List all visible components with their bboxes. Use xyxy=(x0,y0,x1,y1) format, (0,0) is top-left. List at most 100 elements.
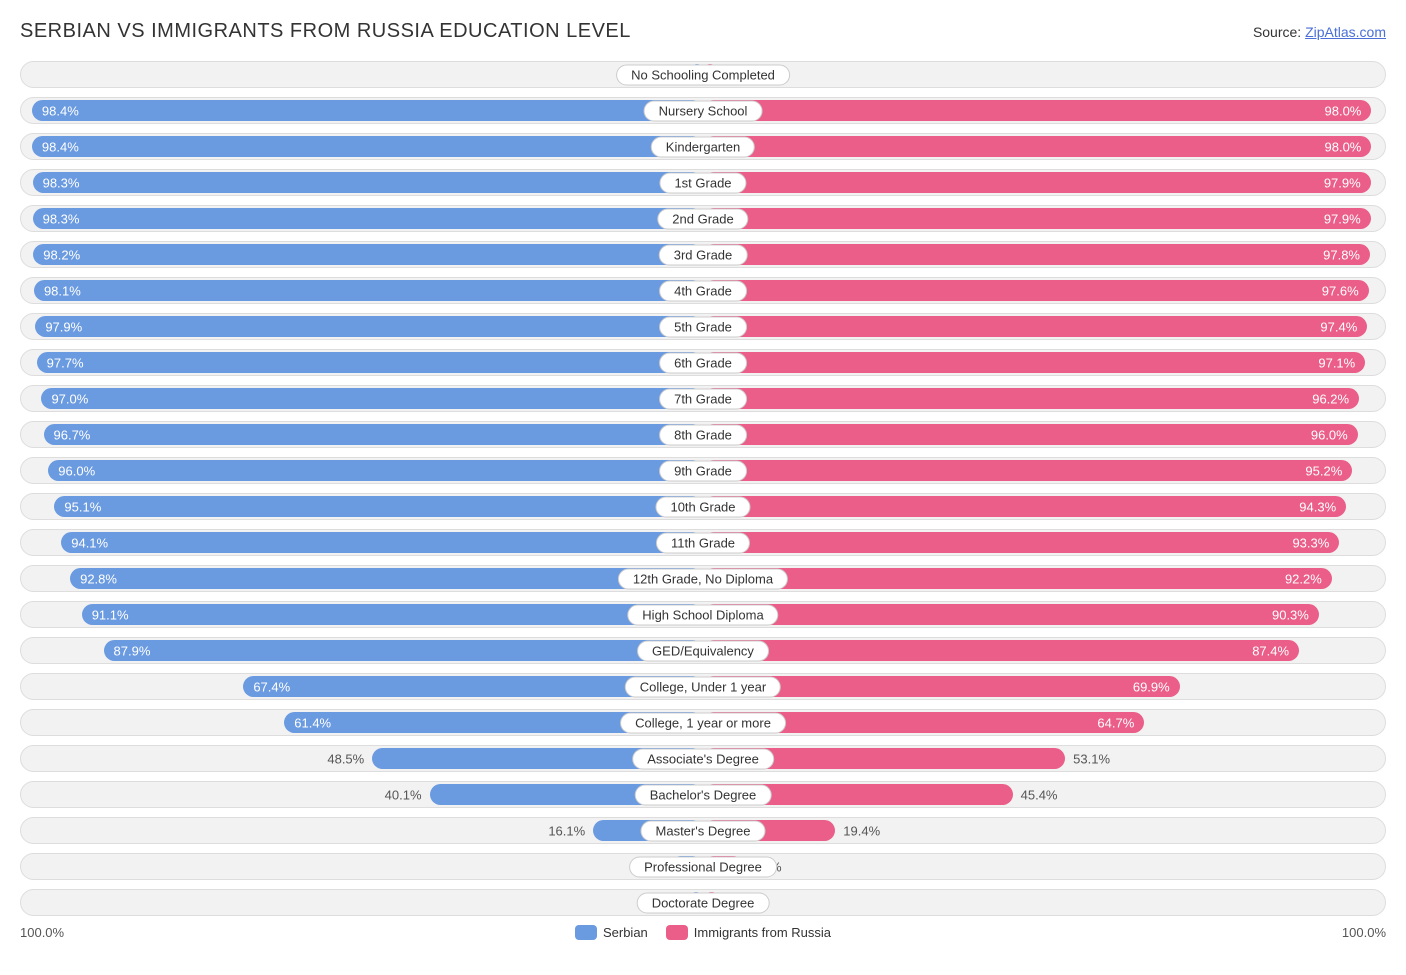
legend-item-left: Serbian xyxy=(575,925,648,940)
bar-right xyxy=(703,604,1319,625)
category-label: 12th Grade, No Diploma xyxy=(618,568,788,589)
category-label: 11th Grade xyxy=(656,532,750,553)
bar-left xyxy=(104,640,703,661)
category-label: 2nd Grade xyxy=(657,208,748,229)
category-label: High School Diploma xyxy=(627,604,778,625)
bar-right xyxy=(703,352,1365,373)
bar-right xyxy=(703,460,1352,481)
value-right: 93.3% xyxy=(1292,535,1329,550)
axis-max-right: 100.0% xyxy=(1342,925,1386,940)
bar-row: 97.0% 96.2% 7th Grade xyxy=(20,385,1386,412)
value-left: 16.1% xyxy=(548,823,585,838)
bar-left xyxy=(48,460,703,481)
value-right: 97.9% xyxy=(1324,175,1361,190)
category-label: College, Under 1 year xyxy=(625,676,781,697)
bar-right xyxy=(703,640,1299,661)
bar-right xyxy=(703,388,1359,409)
bar-right xyxy=(703,424,1358,445)
bar-right xyxy=(703,136,1371,157)
bar-left xyxy=(35,316,703,337)
value-right: 97.9% xyxy=(1324,211,1361,226)
bar-row: 67.4% 69.9% College, Under 1 year xyxy=(20,673,1386,700)
source-attribution: Source: ZipAtlas.com xyxy=(1253,24,1386,40)
bar-row: 2.0%2.5%Doctorate Degree xyxy=(20,889,1386,916)
value-right: 53.1% xyxy=(1073,751,1110,766)
value-left: 96.0% xyxy=(58,463,95,478)
bar-right xyxy=(703,244,1370,265)
value-right: 97.6% xyxy=(1322,283,1359,298)
category-label: 1st Grade xyxy=(659,172,746,193)
chart-header: SERBIAN VS IMMIGRANTS FROM RUSSIA EDUCAT… xyxy=(20,20,1386,43)
category-label: 3rd Grade xyxy=(659,244,748,265)
value-left: 91.1% xyxy=(92,607,129,622)
value-left: 95.1% xyxy=(64,499,101,514)
category-label: 4th Grade xyxy=(659,280,747,301)
value-left: 97.0% xyxy=(51,391,88,406)
value-left: 96.7% xyxy=(54,427,91,442)
category-label: Kindergarten xyxy=(651,136,755,157)
value-left: 94.1% xyxy=(71,535,108,550)
value-right: 69.9% xyxy=(1133,679,1170,694)
category-label: No Schooling Completed xyxy=(616,64,790,85)
bar-row: 98.4%98.0%Nursery School xyxy=(20,97,1386,124)
bar-row: 98.1%97.6%4th Grade xyxy=(20,277,1386,304)
category-label: 5th Grade xyxy=(659,316,747,337)
bar-left xyxy=(82,604,703,625)
value-right: 97.4% xyxy=(1320,319,1357,334)
value-left: 67.4% xyxy=(253,679,290,694)
value-right: 94.3% xyxy=(1299,499,1336,514)
value-right: 95.2% xyxy=(1305,463,1342,478)
bar-row: 61.4%64.7%College, 1 year or more xyxy=(20,709,1386,736)
bar-left xyxy=(54,496,703,517)
value-left: 98.3% xyxy=(43,211,80,226)
bar-right xyxy=(703,280,1369,301)
bar-row: 97.9% 97.4% 5th Grade xyxy=(20,313,1386,340)
source-label: Source: xyxy=(1253,24,1301,40)
bar-left xyxy=(34,280,703,301)
bar-left xyxy=(61,532,703,553)
bar-row: 4.8%6.0%Professional Degree xyxy=(20,853,1386,880)
axis-max-left: 100.0% xyxy=(20,925,64,940)
bar-left xyxy=(32,100,703,121)
bar-row: 92.8%92.2%12th Grade, No Diploma xyxy=(20,565,1386,592)
bar-left xyxy=(41,388,703,409)
bar-row: 1.7%2.0%No Schooling Completed xyxy=(20,61,1386,88)
bar-row: 96.7%96.0%8th Grade xyxy=(20,421,1386,448)
bar-left xyxy=(33,172,703,193)
value-right: 87.4% xyxy=(1252,643,1289,658)
value-right: 98.0% xyxy=(1325,139,1362,154)
value-left: 97.7% xyxy=(47,355,84,370)
value-left: 98.2% xyxy=(43,247,80,262)
bar-row: 94.1% 93.3% 11th Grade xyxy=(20,529,1386,556)
bar-right xyxy=(703,172,1371,193)
source-link[interactable]: ZipAtlas.com xyxy=(1305,24,1386,40)
bar-left xyxy=(33,208,703,229)
value-right: 97.8% xyxy=(1323,247,1360,262)
bar-row: 91.1% 90.3% High School Diploma xyxy=(20,601,1386,628)
category-label: 7th Grade xyxy=(659,388,747,409)
value-left: 97.9% xyxy=(45,319,82,334)
legend: Serbian Immigrants from Russia xyxy=(575,925,831,940)
bar-left xyxy=(32,136,703,157)
category-label: Associate's Degree xyxy=(632,748,774,769)
category-label: Master's Degree xyxy=(641,820,766,841)
value-right: 96.2% xyxy=(1312,391,1349,406)
bar-row: 98.3% 97.9% 2nd Grade xyxy=(20,205,1386,232)
category-label: College, 1 year or more xyxy=(620,712,786,733)
bar-left xyxy=(44,424,703,445)
category-label: 9th Grade xyxy=(659,460,747,481)
bar-left xyxy=(70,568,703,589)
bar-row: 87.9%87.4%GED/Equivalency xyxy=(20,637,1386,664)
value-right: 45.4% xyxy=(1021,787,1058,802)
bar-row: 97.7%97.1%6th Grade xyxy=(20,349,1386,376)
value-right: 90.3% xyxy=(1272,607,1309,622)
bar-right xyxy=(703,532,1339,553)
value-left: 61.4% xyxy=(294,715,331,730)
bar-row: 96.0% 95.2% 9th Grade xyxy=(20,457,1386,484)
bar-right xyxy=(703,496,1346,517)
category-label: Nursery School xyxy=(644,100,763,121)
chart-title: SERBIAN VS IMMIGRANTS FROM RUSSIA EDUCAT… xyxy=(20,20,631,43)
bar-row: 16.1%19.4%Master's Degree xyxy=(20,817,1386,844)
legend-label-right: Immigrants from Russia xyxy=(694,925,831,940)
bar-right xyxy=(703,100,1371,121)
